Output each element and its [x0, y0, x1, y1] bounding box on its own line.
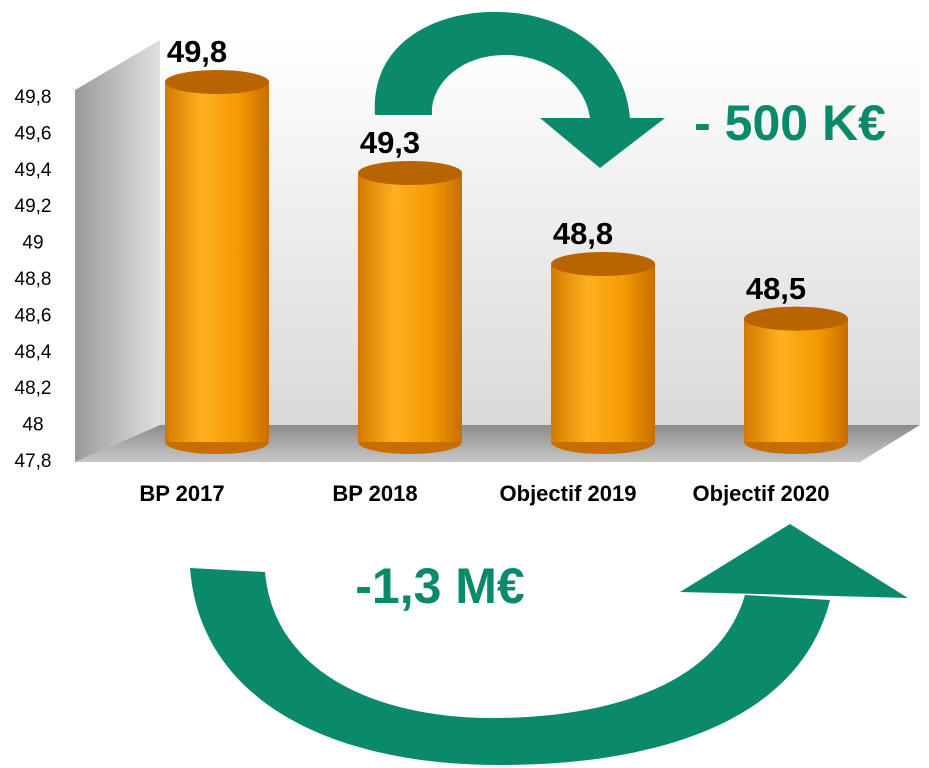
- value-label: 48,5: [746, 271, 806, 306]
- bar-top: [551, 252, 655, 276]
- y-tick-label: 48,2: [15, 378, 52, 399]
- bar-top: [744, 306, 848, 331]
- arrow-bottom: [190, 524, 908, 765]
- annotation: - 500 K€: [694, 95, 886, 151]
- plot-background: [75, 40, 920, 462]
- x-tick-label: BP 2018: [332, 481, 417, 506]
- bar-top: [358, 161, 462, 185]
- arrow-top: [374, 11, 665, 168]
- x-tick-label: Objectif 2020: [693, 481, 830, 506]
- y-tick-label: 48,4: [15, 342, 52, 363]
- bar-body: [551, 264, 655, 442]
- bar-body: [744, 318, 848, 442]
- value-label: 48,8: [553, 216, 613, 251]
- y-tick-label: 48,6: [15, 305, 52, 326]
- y-tick-label: 49: [22, 233, 43, 254]
- y-tick-label: 48: [22, 415, 43, 436]
- value-label: 49,3: [360, 125, 420, 160]
- y-tick-label: 49,8: [15, 87, 52, 108]
- y-tick-label: 47,8: [15, 451, 52, 472]
- y-tick-label: 49,2: [15, 196, 52, 217]
- bar: [358, 161, 462, 454]
- value-label: 49,8: [167, 34, 227, 69]
- bar: [551, 252, 655, 454]
- bar-top: [165, 70, 269, 94]
- x-tick-label: BP 2017: [139, 481, 224, 506]
- x-tick-label: Objectif 2019: [500, 481, 637, 506]
- bar: [165, 70, 269, 454]
- bar-body: [358, 173, 462, 442]
- annotation: -1,3 M€: [355, 558, 525, 614]
- bar-body: [165, 82, 269, 442]
- y-tick-label: 49,4: [15, 160, 52, 181]
- y-tick-label: 48,8: [15, 269, 52, 290]
- y-tick-label: 49,6: [15, 123, 52, 144]
- bar: [744, 306, 848, 454]
